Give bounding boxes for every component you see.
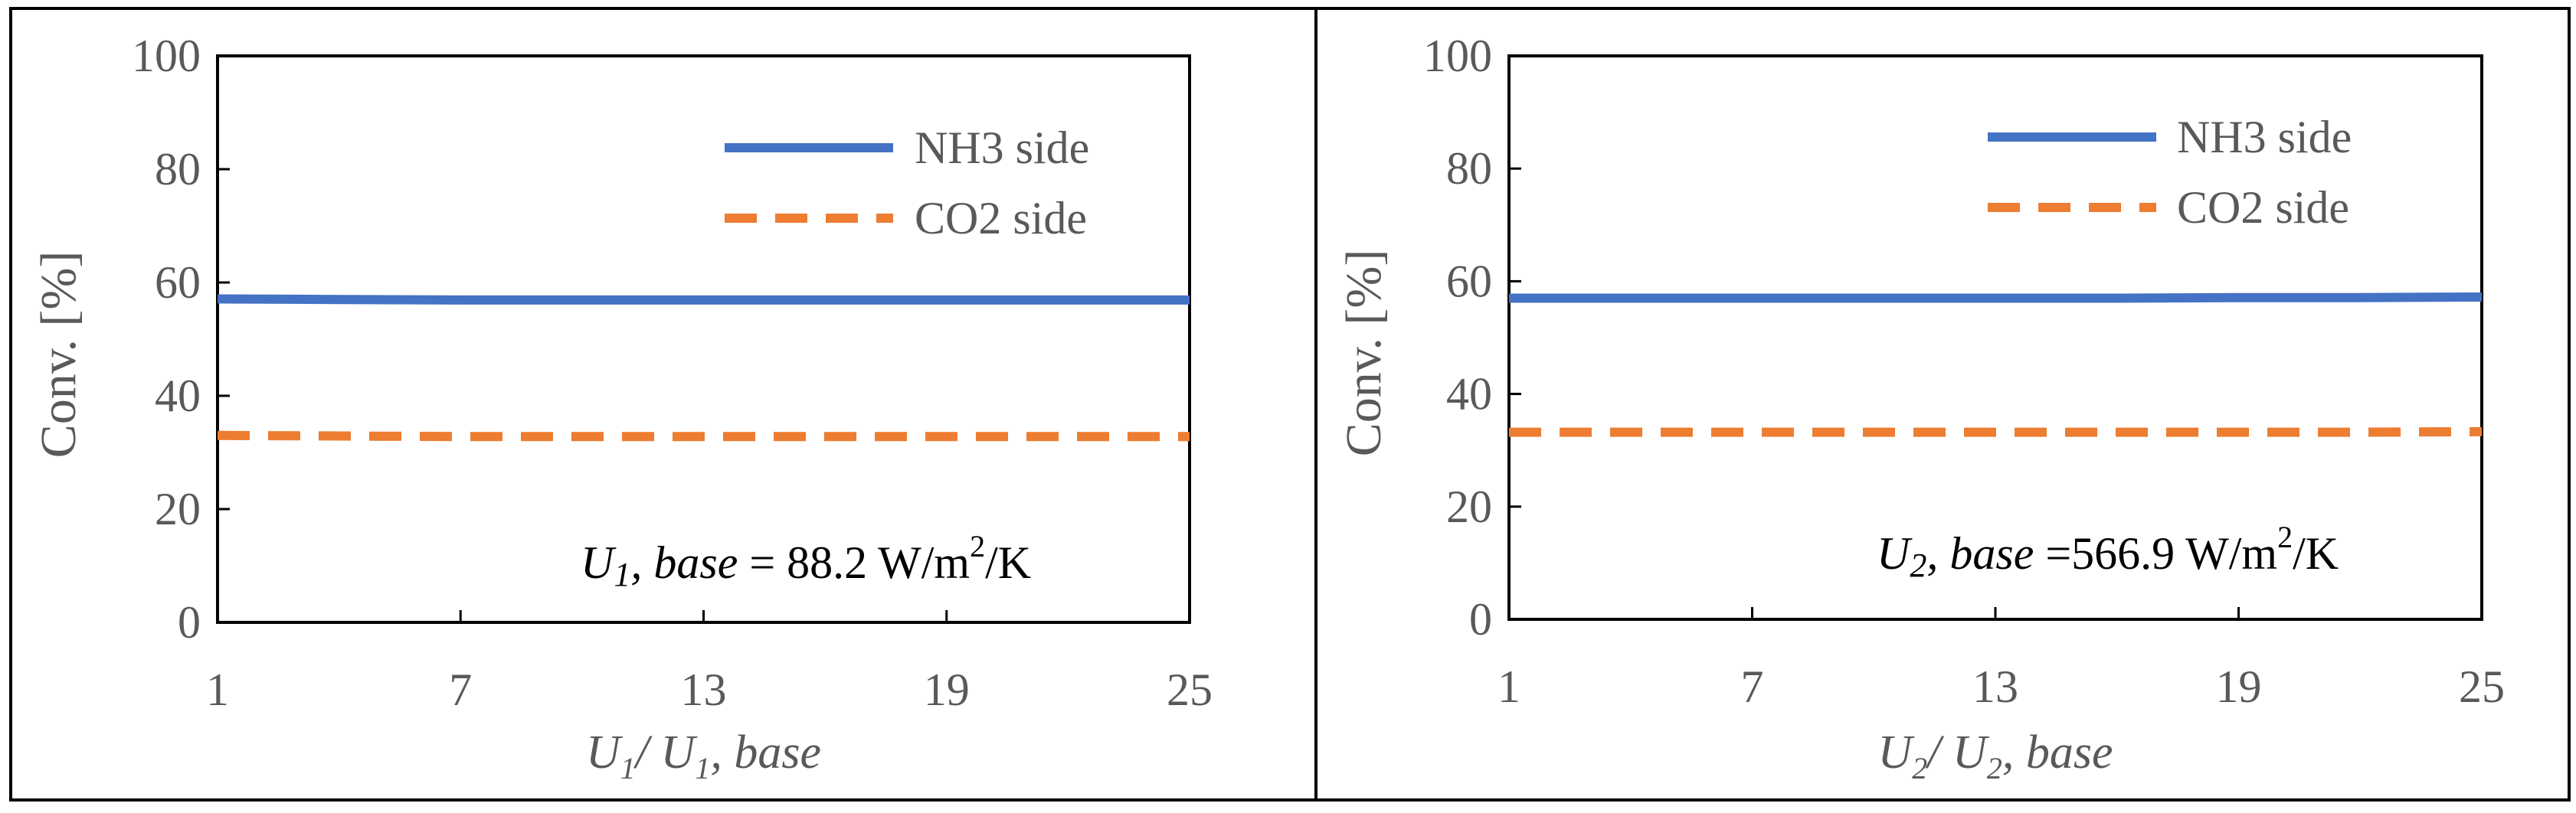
- series-line-nh3: [1509, 292, 2483, 303]
- chart-panel-left: 0 20 40 60 80 100 1 7 13 19 25 Conv. [%] U1/ U1, bas…: [9, 7, 1318, 802]
- y-tick-label: 60: [1446, 256, 1492, 306]
- y-tick-label: 100: [1423, 31, 1492, 81]
- series-line-nh3: [217, 294, 1190, 305]
- legend-label-nh3: NH3 side: [2177, 112, 2352, 162]
- x-tick-label: 13: [1972, 661, 2018, 712]
- x-tick-label: 25: [1167, 664, 1213, 715]
- x-tick-label: 13: [681, 664, 727, 715]
- x-tick-label: 7: [1741, 661, 1764, 712]
- base-value-annotation: U2, base =566.9 W/m2/K: [1877, 520, 2339, 584]
- legend-label-co2: CO2 side: [915, 193, 1087, 243]
- x-tick-label: 1: [206, 664, 229, 715]
- x-tick-label: 25: [2459, 661, 2505, 712]
- x-axis-label: U2/ U2, base: [1878, 726, 2113, 785]
- x-axis-label: U1/ U1, base: [586, 726, 821, 785]
- y-tick-label: 20: [1446, 482, 1492, 532]
- y-axis-label: Conv. [%]: [1336, 250, 1392, 457]
- base-value-annotation: U1, base = 88.2 W/m2/K: [581, 529, 1031, 593]
- y-axis-label: Conv. [%]: [31, 251, 87, 459]
- y-tick-label: 20: [155, 484, 201, 534]
- chart-right: 0 20 40 60 80 100 1 7 13 19 25 Conv. [%] U2/ U2, bas…: [1336, 31, 2505, 785]
- x-tick-label: 19: [924, 664, 970, 715]
- y-tick-label: 0: [178, 597, 201, 648]
- y-tick-label: 40: [1446, 369, 1492, 420]
- legend-label-nh3: NH3 side: [915, 122, 1089, 173]
- y-tick-label: 40: [155, 371, 201, 421]
- y-tick-label: 100: [132, 31, 201, 81]
- y-tick-label: 80: [155, 144, 201, 194]
- y-tick-label: 60: [155, 257, 201, 308]
- legend-label-co2: CO2 side: [2177, 182, 2349, 233]
- y-tick-label: 0: [1469, 594, 1492, 645]
- series-line-co2: [1509, 426, 2483, 437]
- chart-left: 0 20 40 60 80 100 1 7 13 19 25 Conv. [%] U1/ U1, bas…: [31, 31, 1213, 785]
- chart-panel-right: 0 20 40 60 80 100 1 7 13 19 25 Conv. [%] U2/ U2, bas…: [1314, 7, 2571, 802]
- series-line-co2: [217, 430, 1190, 442]
- x-tick-label: 7: [449, 664, 472, 715]
- x-tick-label: 19: [2216, 661, 2262, 712]
- x-tick-label: 1: [1497, 661, 1520, 712]
- y-tick-label: 80: [1446, 143, 1492, 194]
